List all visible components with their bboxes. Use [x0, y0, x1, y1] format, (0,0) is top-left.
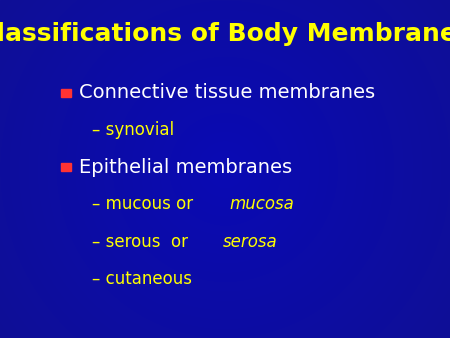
Text: Connective tissue membranes: Connective tissue membranes	[79, 83, 375, 102]
Text: – synovial: – synovial	[92, 121, 175, 139]
Text: – serous  or: – serous or	[92, 233, 194, 251]
FancyBboxPatch shape	[61, 163, 71, 171]
FancyBboxPatch shape	[61, 89, 71, 97]
Text: mucosa: mucosa	[230, 195, 294, 214]
Text: – mucous or: – mucous or	[92, 195, 198, 214]
Text: Classifications of Body Membranes: Classifications of Body Membranes	[0, 22, 450, 46]
Text: Epithelial membranes: Epithelial membranes	[79, 158, 292, 177]
Text: – cutaneous: – cutaneous	[92, 270, 192, 288]
Text: serosa: serosa	[223, 233, 278, 251]
